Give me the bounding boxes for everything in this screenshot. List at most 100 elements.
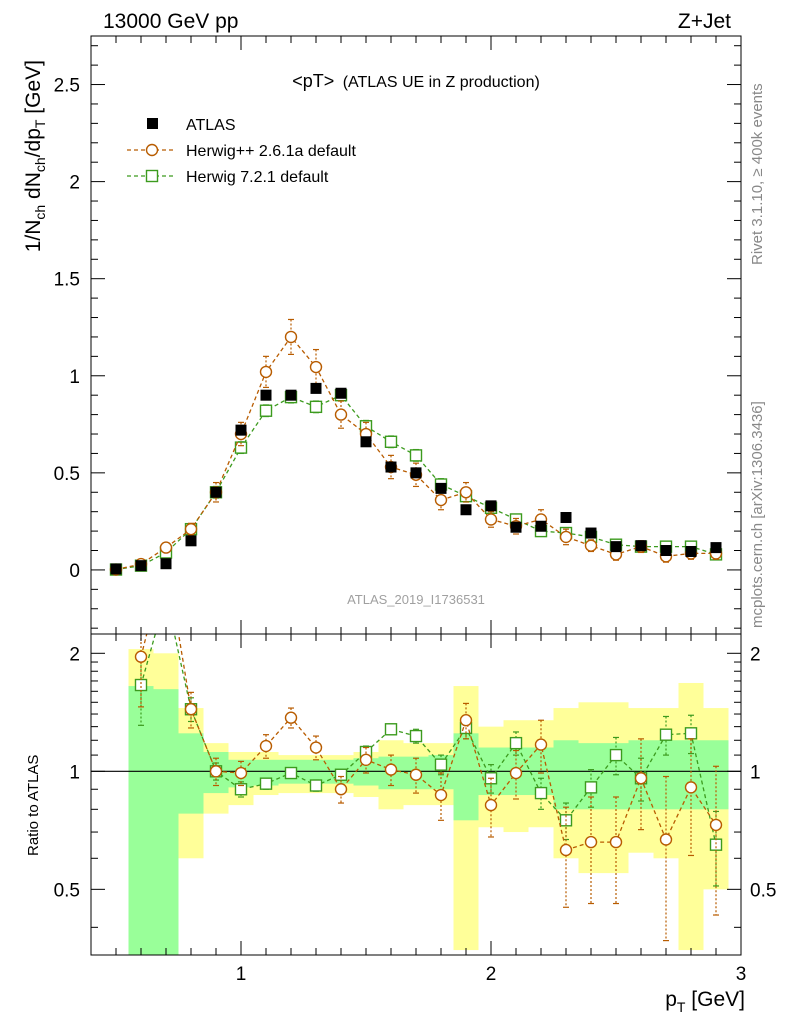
x-axis-label: pT [GeV] — [665, 988, 745, 1015]
mcplots-note: mcplots.cern.ch [arXiv:1306.3436] — [749, 401, 766, 628]
main-atlas-point — [460, 504, 472, 516]
tick-label: 1 — [69, 762, 80, 783]
ratio-herwigpp-line — [140, 634, 717, 851]
ratio-herwigpp-point — [384, 763, 398, 776]
main-herwigpp-point — [284, 330, 298, 344]
ratio-herwigpp-point — [259, 739, 273, 753]
main-herwigpp-point — [259, 365, 273, 379]
tick-label: 1 — [750, 762, 761, 783]
main-herwig7-line — [115, 394, 717, 571]
ratio-band-green-bin — [453, 733, 479, 821]
ratio-herwigpp-point — [334, 783, 348, 796]
main-herwigpp-point — [309, 360, 323, 374]
ratio-band-green-bin — [178, 733, 204, 814]
main-atlas-point — [685, 545, 697, 557]
ratio-bands — [128, 649, 729, 955]
ratio-herwig7-point — [659, 728, 673, 741]
main-atlas-point — [585, 527, 597, 539]
main-herwig7-point — [384, 435, 398, 448]
plot-title-sub: (ATLAS UE in Z production) — [343, 74, 540, 91]
tick-label: 3 — [736, 964, 747, 985]
ratio-herwigpp-point — [359, 753, 373, 766]
main-herwigpp-point — [459, 486, 473, 499]
ratio-herwigpp-point — [559, 843, 573, 857]
main-herwigpp-point — [184, 522, 198, 536]
analysis-id: ATLAS_2019_I1736531 — [347, 592, 485, 607]
tick-label: 1 — [69, 367, 80, 388]
ratio-herwig7-point — [684, 727, 698, 740]
ratio-series — [134, 591, 723, 942]
main-y-axis-label: 1/Nch dNch/dpT [GeV] — [22, 60, 48, 252]
plot-title-main: <pT> — [292, 71, 334, 91]
main-herwigpp-point — [584, 539, 598, 552]
main-atlas-point — [185, 535, 197, 547]
beam-label: 13000 GeV pp — [103, 10, 238, 33]
tick-label: 0.5 — [750, 880, 776, 901]
ratio-herwigpp-point — [584, 835, 598, 849]
main-atlas-point — [635, 540, 647, 552]
main-atlas-point — [135, 560, 147, 572]
main-herwigpp-point — [334, 408, 348, 421]
ratio-herwig7-point — [309, 779, 323, 792]
legend-herwig7-marker — [145, 169, 159, 183]
main-atlas-point — [660, 545, 672, 557]
tick-label: 0.5 — [54, 880, 80, 901]
ratio-herwig7-point — [709, 838, 723, 851]
ratio-herwigpp-point — [509, 766, 523, 780]
main-herwigpp-point — [159, 541, 173, 554]
ratio-herwigpp-point — [409, 768, 423, 781]
axis-ticks — [90, 36, 742, 955]
main-atlas-point — [435, 482, 447, 494]
process-label: Z+Jet — [678, 10, 731, 33]
main-atlas-point — [610, 541, 622, 553]
legend: ATLAS Herwig++ 2.6.1a default Herwig 7.2… — [127, 117, 356, 186]
main-atlas-point — [485, 500, 497, 512]
main-atlas-point — [285, 389, 297, 401]
tick-label: 1 — [236, 964, 247, 985]
tick-label: 0.5 — [54, 464, 80, 485]
tick-label: 2 — [750, 644, 761, 665]
legend-herwig7-label: Herwig 7.2.1 default — [186, 169, 329, 186]
main-atlas-point — [235, 424, 247, 436]
main-herwigpp-point — [559, 530, 573, 544]
main-herwig7-point — [309, 400, 323, 414]
main-herwig7-point — [259, 404, 273, 417]
ratio-band-green-bin — [553, 740, 579, 810]
tick-label: 1.5 — [54, 270, 80, 291]
tick-label: 2 — [69, 173, 80, 194]
legend-atlas-label: ATLAS — [186, 117, 236, 134]
ratio-herwig7-point — [284, 766, 298, 780]
ratio-herwig7-point — [434, 758, 448, 771]
main-atlas-point — [310, 382, 322, 394]
main-atlas-point — [210, 486, 222, 498]
ratio-herwigpp-point — [709, 818, 723, 832]
ratio-herwig7-point — [509, 736, 523, 750]
ratio-herwigpp-point — [484, 798, 498, 812]
tick-label: 2.5 — [54, 76, 80, 97]
main-series — [109, 318, 723, 576]
ratio-herwigpp-point — [534, 738, 548, 751]
ratio-band-green-bin — [153, 689, 179, 955]
ratio-herwigpp-point — [434, 788, 448, 802]
ratio-herwigpp-point — [134, 650, 148, 663]
legend-herwigpp-marker — [145, 143, 159, 157]
ratio-herwigpp-point — [284, 711, 298, 724]
ratio-y-axis-label: Ratio to ATLAS — [25, 755, 42, 856]
ratio-herwig7-point — [584, 781, 598, 794]
main-herwigpp-point — [484, 513, 498, 526]
main-atlas-point — [710, 542, 722, 554]
main-atlas-point — [535, 520, 547, 532]
main-herwigpp-point — [434, 493, 448, 507]
ratio-band-green-bin — [653, 740, 679, 810]
rivet-version-note: Rivet 3.1.10, ≥ 400k events — [749, 83, 766, 265]
ratio-herwigpp-point — [684, 781, 698, 794]
ratio-band-green-bin — [128, 686, 154, 955]
axis-tick-labels: 1 2 3 0 0.5 1 1.5 2 2.5 0.5 0.5 1 1 2 2 — [54, 76, 777, 985]
ratio-herwigpp-point — [209, 765, 223, 778]
main-atlas-point — [560, 512, 572, 524]
ratio-herwig7-point — [161, 591, 172, 602]
main-atlas-point — [110, 563, 122, 575]
main-atlas-point — [510, 521, 522, 533]
main-herwig7-point — [409, 449, 423, 462]
